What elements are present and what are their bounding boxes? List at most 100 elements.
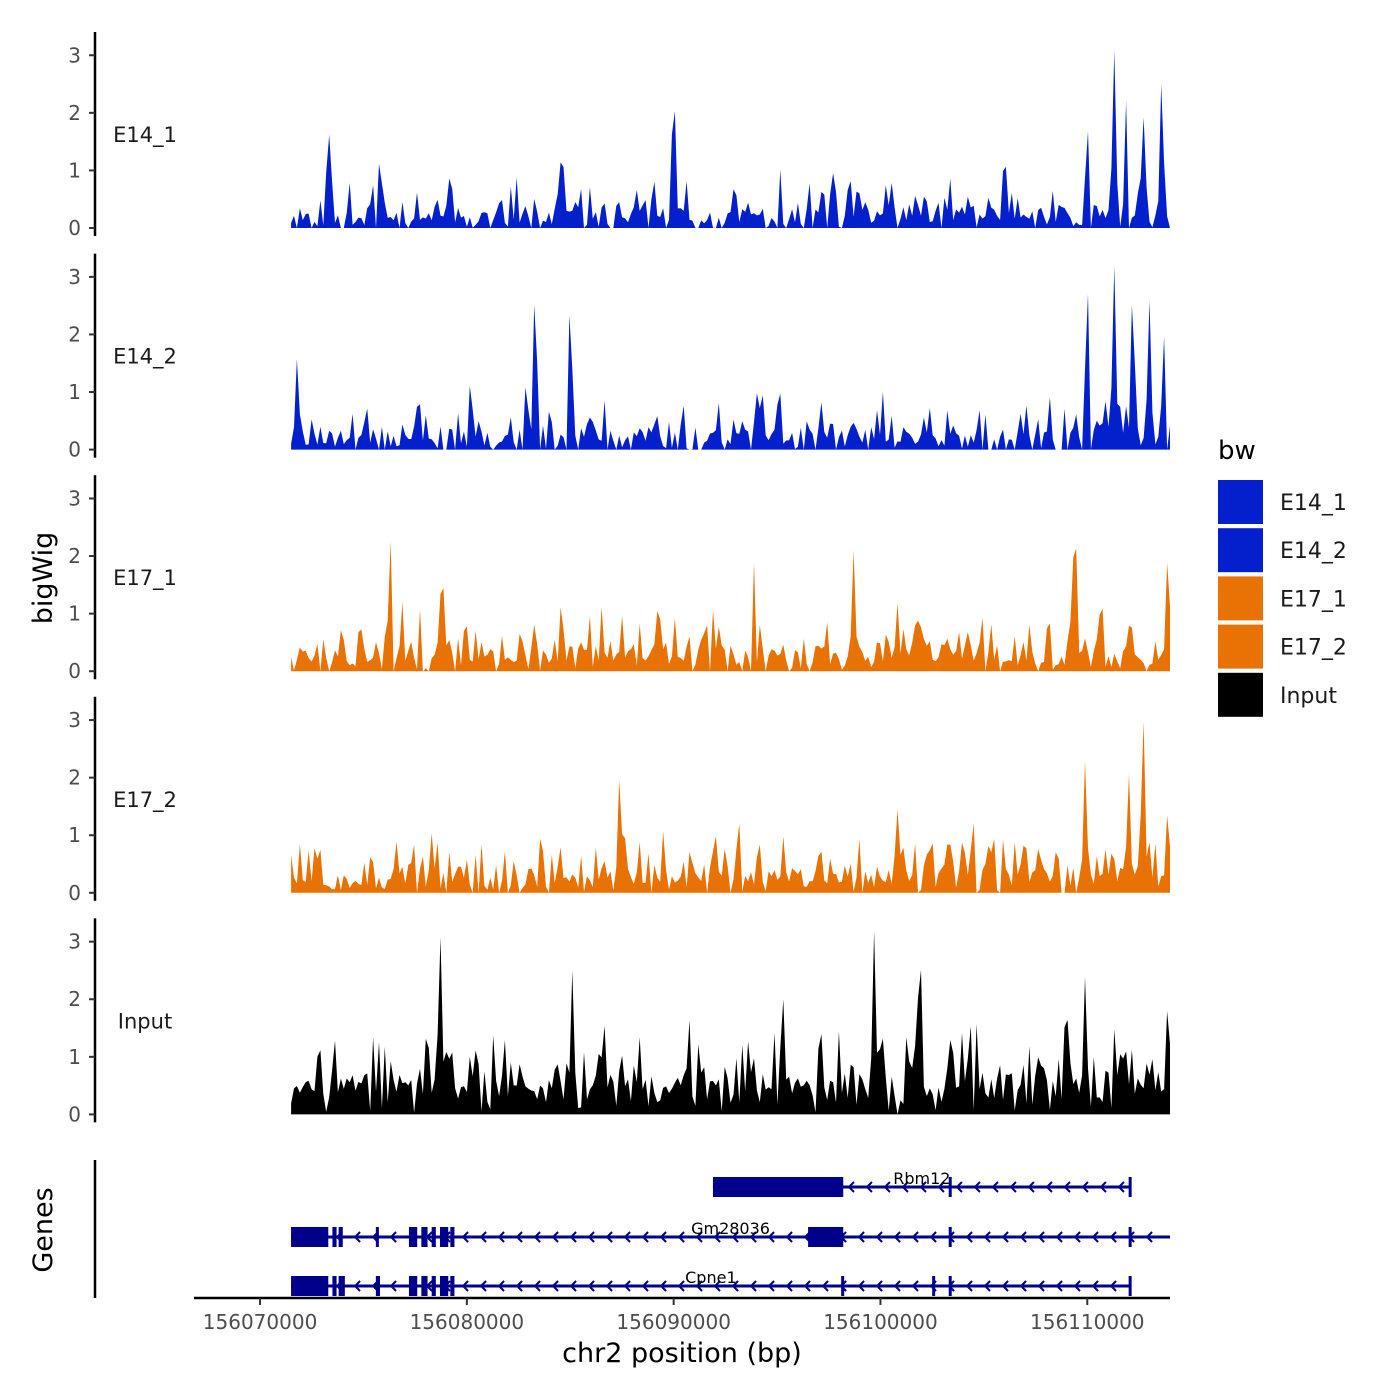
strand-arrow <box>497 1231 505 1243</box>
strand-arrow <box>1055 1231 1063 1243</box>
gene-exon <box>948 1276 952 1296</box>
strand-arrow <box>533 1280 541 1292</box>
signal-area-input <box>291 930 1171 1115</box>
strand-arrow <box>857 1280 865 1292</box>
gene-exon <box>431 1227 436 1247</box>
gene-exon <box>291 1227 329 1247</box>
strand-arrow <box>389 1231 397 1243</box>
strand-arrow <box>857 1231 865 1243</box>
gene-exon <box>948 1227 952 1247</box>
legend-label: E17_1 <box>1280 587 1347 612</box>
strand-arrow <box>1091 1231 1099 1243</box>
track-e17-2: 0 1 2 3 E17_2 <box>68 696 1171 905</box>
strand-arrow <box>695 1231 703 1243</box>
x-tick-label: 156090000 <box>616 1310 731 1334</box>
strand-arrow <box>901 1181 909 1193</box>
strand-arrow <box>803 1280 811 1292</box>
strand-arrow <box>569 1280 577 1292</box>
y-tick-label: 2 <box>68 987 81 1011</box>
track-label: E17_1 <box>113 566 177 591</box>
strand-arrow <box>461 1280 469 1292</box>
strand-arrow <box>605 1231 613 1243</box>
strand-arrow <box>839 1280 847 1292</box>
gene-exon <box>1128 1177 1132 1197</box>
strand-arrow <box>965 1280 973 1292</box>
strand-arrow <box>623 1280 631 1292</box>
track-label: E14_2 <box>113 345 177 370</box>
strand-arrow <box>551 1280 559 1292</box>
strand-arrow <box>875 1280 883 1292</box>
strand-arrow <box>1063 1181 1071 1193</box>
gene-exon <box>439 1276 449 1296</box>
strand-arrow <box>659 1231 667 1243</box>
gene-exon <box>408 1276 418 1296</box>
y-tick-label: 3 <box>68 43 81 67</box>
strand-arrow <box>1081 1181 1089 1193</box>
x-axis-title: chr2 position (bp) <box>562 1338 802 1369</box>
genes-panel: Rbm12 Gm28036 Cpne1 <box>93 1160 1170 1298</box>
legend: bw E14_1 E14_2 E17_1 E17_2 Input <box>1218 436 1347 717</box>
y-tick-label: 3 <box>68 708 81 732</box>
strand-arrow <box>353 1280 361 1292</box>
strand-arrow <box>1109 1231 1117 1243</box>
legend-title: bw <box>1218 436 1256 466</box>
strand-arrow <box>677 1231 685 1243</box>
strand-arrow <box>1073 1280 1081 1292</box>
gene-exon <box>808 1227 844 1247</box>
strand-arrow <box>929 1231 937 1243</box>
y-tick-label: 0 <box>68 1102 81 1126</box>
strand-arrow <box>1055 1280 1063 1292</box>
strand-arrow <box>353 1231 361 1243</box>
strand-arrow <box>479 1231 487 1243</box>
y-tick-label: 2 <box>68 544 81 568</box>
strand-arrow <box>1073 1231 1081 1243</box>
strand-arrow <box>1117 1181 1125 1193</box>
track-label: E17_2 <box>113 788 177 813</box>
gene-exon <box>450 1227 455 1247</box>
strand-arrow <box>497 1280 505 1292</box>
strand-arrow <box>605 1280 613 1292</box>
strand-arrow <box>623 1231 631 1243</box>
strand-arrow <box>911 1231 919 1243</box>
gene-label: Rbm12 <box>893 1169 950 1188</box>
strand-arrow <box>1037 1280 1045 1292</box>
gene-exon <box>375 1227 379 1247</box>
strand-arrow <box>659 1280 667 1292</box>
strand-arrow <box>875 1231 883 1243</box>
strand-arrow <box>973 1181 981 1193</box>
y-tick-label: 3 <box>68 930 81 954</box>
gene-exon <box>291 1276 329 1296</box>
strand-arrow <box>1091 1280 1099 1292</box>
gene-exon <box>450 1276 455 1296</box>
gene-exon <box>439 1227 449 1247</box>
strand-arrow <box>749 1280 757 1292</box>
strand-arrow <box>911 1280 919 1292</box>
gene-exon <box>421 1276 428 1296</box>
strand-arrow <box>1019 1280 1027 1292</box>
strand-arrow <box>389 1280 397 1292</box>
legend-label: E14_2 <box>1280 539 1347 564</box>
genes-panel-title: Genes <box>28 1187 59 1272</box>
gene-exon <box>1128 1276 1132 1296</box>
strand-arrow <box>767 1231 775 1243</box>
gene-label: Cpne1 <box>685 1268 737 1287</box>
legend-key-e14-1 <box>1218 480 1263 524</box>
strand-arrow <box>847 1181 855 1193</box>
strand-arrow <box>1099 1181 1107 1193</box>
strand-arrow <box>883 1181 891 1193</box>
legend-key-e14-2 <box>1218 528 1263 573</box>
legend-key-e17-2 <box>1218 624 1263 669</box>
gene-cpne1: Cpne1 <box>291 1268 1132 1296</box>
strand-arrow <box>569 1231 577 1243</box>
gene-exon <box>332 1276 337 1296</box>
y-tick-label: 1 <box>68 380 81 404</box>
legend-label: E14_1 <box>1280 491 1347 516</box>
strand-arrow <box>965 1231 973 1243</box>
strand-arrow <box>1109 1280 1117 1292</box>
y-tick-label: 3 <box>68 486 81 510</box>
x-tick-label: 156070000 <box>203 1310 318 1334</box>
y-tick-label: 1 <box>68 823 81 847</box>
track-e14-1: 0 1 2 3 E14_1 <box>68 32 1171 240</box>
gene-label: Gm28036 <box>691 1219 770 1238</box>
